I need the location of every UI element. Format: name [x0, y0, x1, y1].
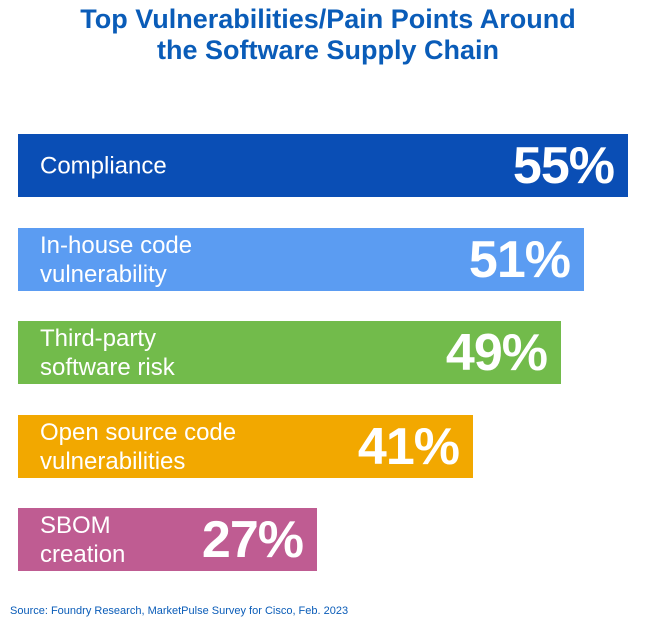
bar-value-label: 41%: [357, 417, 460, 476]
bar-4: Open source code vulnerabilities 41%: [18, 415, 473, 478]
chart-title-line-2: the Software Supply Chain: [156, 35, 500, 65]
bar-label: In-house code vulnerability: [40, 231, 193, 288]
bar-value-label: 55%: [512, 136, 615, 195]
source-note: Source: Foundry Research, MarketPulse Su…: [10, 605, 349, 617]
bar-label: Compliance: [40, 152, 167, 179]
chart-title-line-1: Top Vulnerabilities/Pain Points Around: [80, 4, 576, 34]
bar-5: SBOM creation 27%: [18, 508, 317, 571]
bar-3: Third-party software risk 49%: [18, 321, 561, 384]
bar-2: In-house code vulnerability 51%: [18, 228, 584, 291]
bar-value-label: 27%: [201, 510, 304, 569]
bar-label: SBOM creation: [40, 511, 126, 568]
bar-label: Open source code vulnerabilities: [40, 418, 237, 475]
bar-value-label: 49%: [445, 323, 548, 382]
bar-label: Third-party software risk: [40, 324, 175, 381]
chart-title: Top Vulnerabilities/Pain Points Around t…: [0, 4, 656, 66]
bar-1: Compliance 55%: [18, 134, 628, 197]
bar-value-label: 51%: [468, 230, 571, 289]
